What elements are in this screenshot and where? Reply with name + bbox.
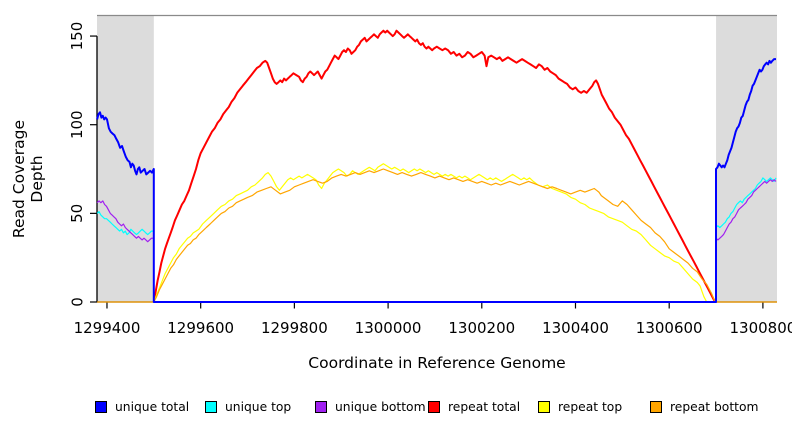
x-tick-label: 1300800 xyxy=(729,319,792,337)
x-tick-label: 1300400 xyxy=(542,319,609,337)
repeat-total-line xyxy=(152,29,716,303)
repeat-bottom-line xyxy=(97,168,777,303)
legend-swatch xyxy=(95,401,107,413)
y-tick-label: 150 xyxy=(68,22,86,51)
legend-swatch xyxy=(428,401,440,413)
legend-item-unique-top: unique top xyxy=(205,399,291,415)
legend-item-unique-total: unique total xyxy=(95,399,189,415)
y-tick-label: 100 xyxy=(68,110,86,139)
legend-swatch xyxy=(650,401,662,413)
y-tick-label: 0 xyxy=(68,297,86,307)
unique-total-line xyxy=(96,58,776,303)
x-tick-label: 1300600 xyxy=(636,319,703,337)
legend-label: unique top xyxy=(225,400,292,414)
x-tick-label: 1299600 xyxy=(167,319,234,337)
legend-swatch xyxy=(205,401,217,413)
unique-bottom-line xyxy=(715,179,777,241)
x-axis-title: Coordinate in Reference Genome xyxy=(308,354,566,372)
x-tick-label: 1300200 xyxy=(448,319,515,337)
legend-item-unique-bottom: unique bottom xyxy=(315,399,426,415)
legend-swatch xyxy=(538,401,550,413)
shaded-region xyxy=(716,15,777,302)
legend-label: unique total xyxy=(115,400,190,414)
legend-item-repeat-top: repeat top xyxy=(538,399,622,415)
legend-swatch xyxy=(315,401,327,413)
legend-label: repeat bottom xyxy=(670,400,759,414)
y-axis-title: Read Coverage Depth xyxy=(10,119,46,239)
legend: unique total unique top unique bottom repea… xyxy=(0,399,792,417)
shaded-region xyxy=(97,15,154,302)
x-tick-label: 1300000 xyxy=(355,319,422,337)
legend-item-repeat-bottom: repeat bottom xyxy=(650,399,758,415)
legend-label: unique bottom xyxy=(335,400,426,414)
x-tick-label: 1299400 xyxy=(74,319,141,337)
legend-label: repeat top xyxy=(558,400,623,414)
x-tick-label: 1299800 xyxy=(261,319,328,337)
y-tick-label: 50 xyxy=(68,204,86,223)
unique-top-line xyxy=(96,211,154,236)
legend-item-repeat-total: repeat total xyxy=(428,399,520,415)
repeat-top-line xyxy=(153,163,708,303)
legend-label: repeat total xyxy=(448,400,521,414)
unique-top-line xyxy=(715,177,777,229)
unique-bottom-line xyxy=(96,200,154,243)
